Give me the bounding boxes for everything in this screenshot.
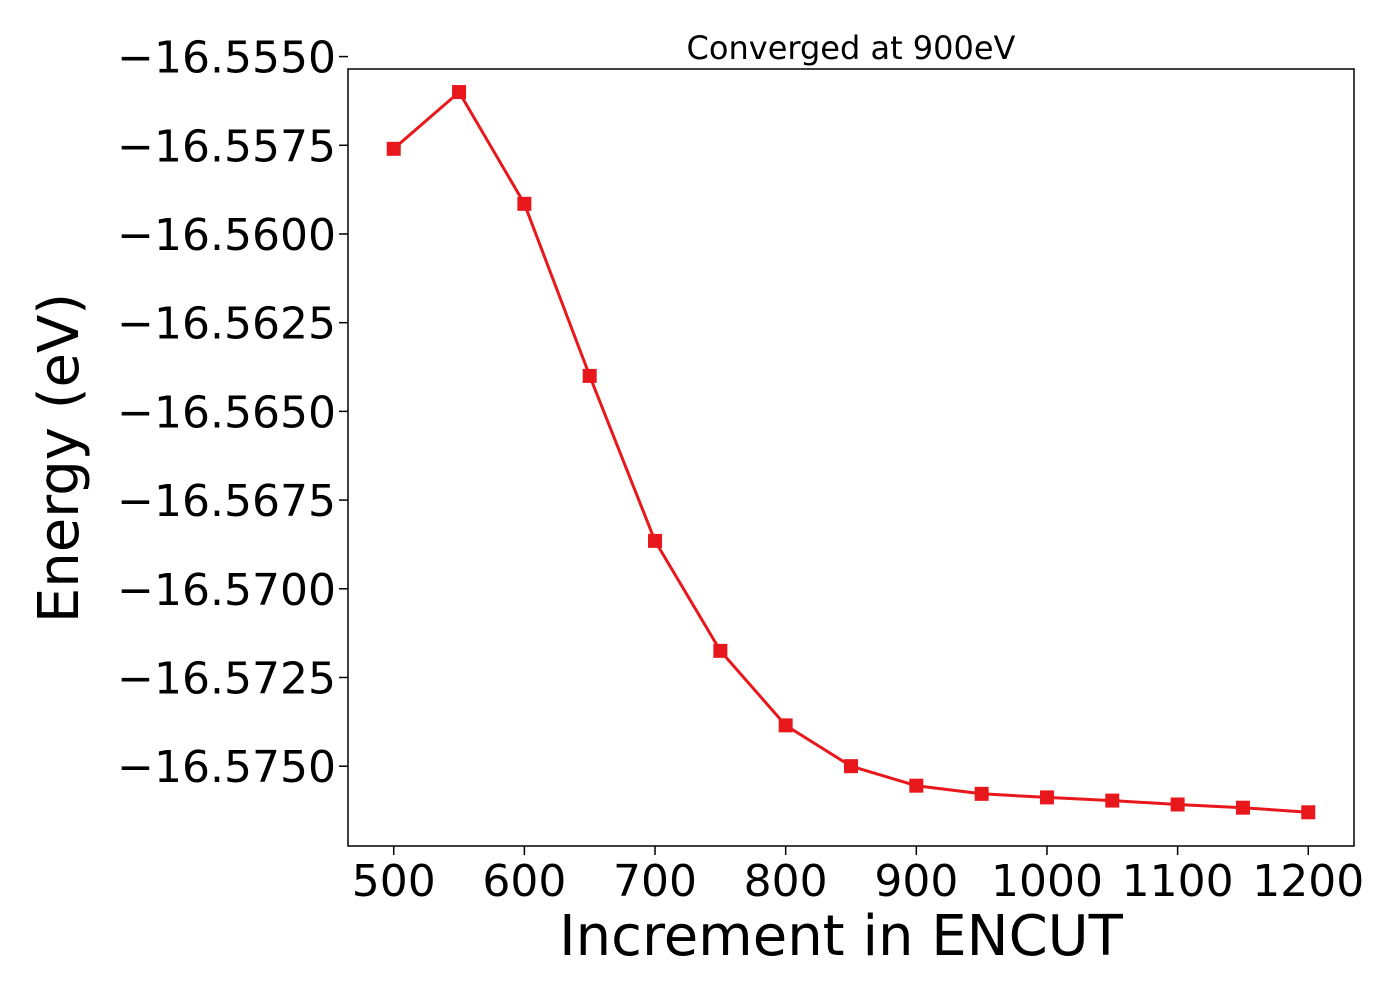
data-point-marker — [974, 786, 989, 801]
x-axis-label: Increment in ENCUT — [559, 904, 1124, 969]
x-tick-label: 800 — [744, 856, 828, 907]
data-point-marker — [582, 368, 597, 383]
chart-title: Converged at 900eV — [687, 29, 1016, 67]
data-point-marker — [844, 759, 858, 774]
y-tick-label: −16.5600 — [117, 210, 336, 261]
x-tick-label: 900 — [874, 856, 958, 907]
x-tick-label: 1200 — [1252, 856, 1364, 907]
data-point-marker — [386, 141, 401, 156]
data-point-marker — [1105, 793, 1120, 808]
plot-area-frame — [347, 68, 1355, 847]
series-layer — [386, 85, 1316, 820]
y-axis-label: Energy (eV) — [27, 293, 92, 623]
y-tick-label: −16.5650 — [117, 387, 336, 438]
x-tick-label: 1100 — [1122, 856, 1234, 907]
y-tick-label: −16.5575 — [117, 121, 336, 172]
data-point-marker — [1039, 790, 1054, 805]
x-axis: 500 600 700 800 900 1000 1100 1200 — [352, 846, 1364, 907]
y-tick-label: −16.5675 — [117, 476, 336, 527]
data-point-marker — [778, 718, 793, 733]
data-point-marker — [452, 85, 467, 100]
data-point-marker — [648, 533, 663, 548]
y-axis: −16.5550 −16.5575 −16.5600 −16.5625 −16.5650… — [117, 33, 348, 793]
data-point-marker — [713, 643, 728, 658]
y-tick-label: −16.5550 — [117, 33, 336, 84]
x-tick-label: 600 — [482, 856, 566, 907]
data-point-marker — [1235, 800, 1250, 815]
x-tick-label: 500 — [352, 856, 436, 907]
x-tick-label: 1000 — [991, 856, 1103, 907]
data-point-marker — [909, 778, 924, 793]
y-tick-label: −16.5625 — [117, 299, 336, 350]
y-tick-label: −16.5750 — [117, 742, 336, 793]
data-point-marker — [517, 196, 532, 211]
data-point-marker — [1170, 797, 1185, 812]
data-point-marker — [1301, 805, 1316, 820]
y-tick-label: −16.5725 — [117, 653, 336, 704]
x-tick-label: 700 — [613, 856, 697, 907]
y-tick-label: −16.5700 — [117, 565, 336, 616]
